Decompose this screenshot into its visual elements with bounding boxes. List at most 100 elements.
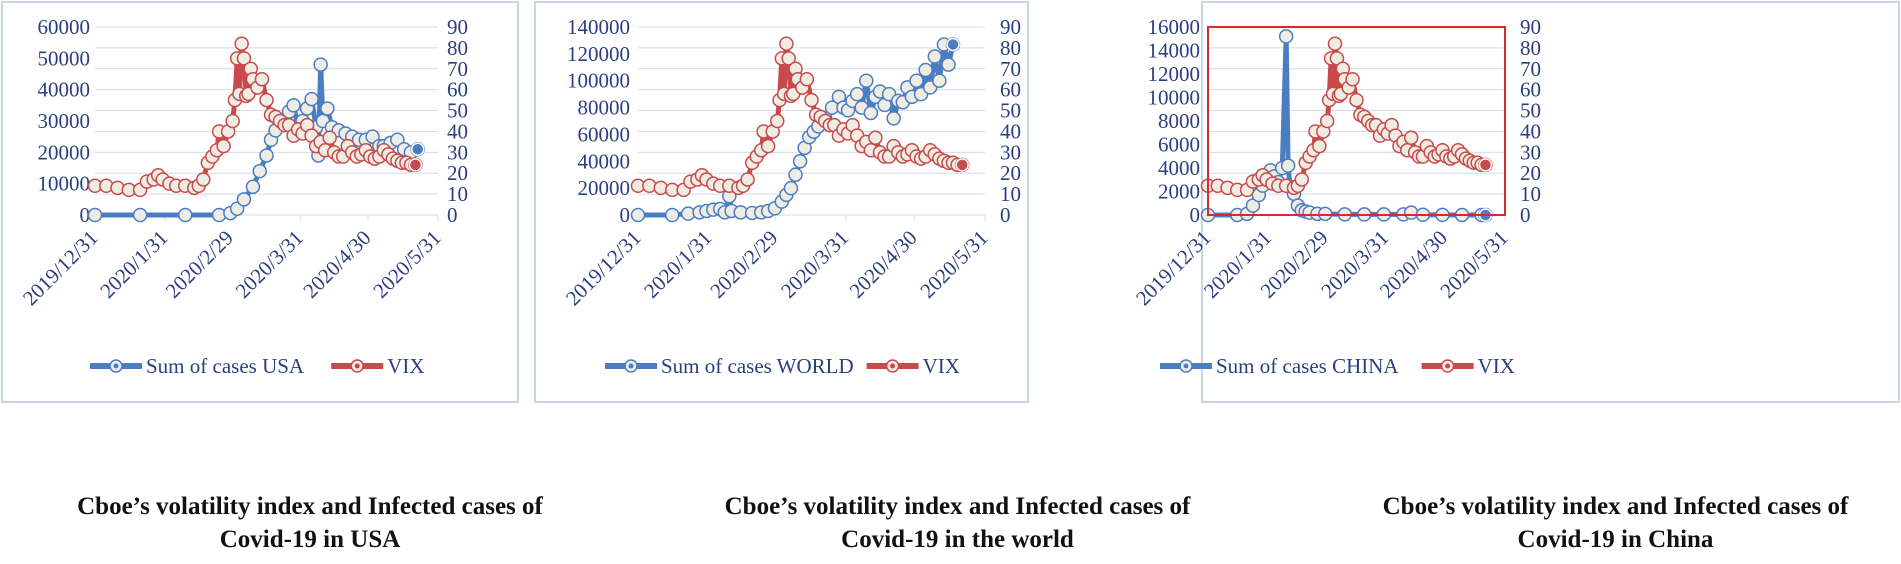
data-point-cases (252, 163, 267, 179)
data-point-vix (868, 130, 883, 145)
panel-frame (1201, 1, 1900, 403)
y-tick-label-right: 0 (1000, 203, 1011, 227)
y-tick-label-left: 40000 (578, 149, 631, 173)
y-tick-label-right: 40 (1520, 119, 1541, 143)
data-point-vix (799, 71, 815, 87)
data-point-vix (804, 92, 819, 108)
legend-label-cases: Sum of cases USA (146, 354, 305, 378)
data-point-cases (286, 98, 301, 113)
data-point-cases (1278, 29, 1294, 44)
data-point-vix (770, 113, 785, 129)
y-tick-label-right: 40 (447, 119, 468, 143)
data-point-end (946, 37, 960, 52)
data-point-vix (216, 138, 231, 154)
y-tick-label-left: 50000 (38, 46, 91, 70)
data-point-end (1478, 158, 1493, 172)
y-tick-label-right: 90 (1000, 15, 1021, 39)
y-tick-label-right: 80 (447, 36, 468, 60)
legend-label-cases: Sum of cases CHINA (1216, 354, 1399, 378)
y-tick-label-right: 80 (1520, 36, 1541, 60)
y-tick-label-right: 70 (447, 57, 468, 81)
data-point-vix (236, 51, 252, 66)
caption-china: Cboe’s volatility index and Infected cas… (1330, 490, 1901, 556)
y-tick-label-right: 70 (1000, 57, 1021, 81)
caption-world: Cboe’s volatility index and Infected cas… (645, 490, 1270, 556)
data-point-cases (792, 154, 808, 169)
data-point-cases (941, 57, 956, 72)
caption-world-line2: Covid-19 in the world (841, 526, 1074, 553)
y-tick-label-right: 20 (1520, 161, 1541, 185)
data-point-vix (322, 130, 337, 145)
y-tick-label-left: 120000 (567, 42, 630, 66)
caption-world-line1: Cboe’s volatility index and Infected cas… (724, 493, 1191, 520)
data-point-cases (178, 207, 193, 223)
data-point-vix (254, 71, 270, 87)
y-tick-label-right: 20 (1000, 161, 1021, 185)
legend-label-cases: Sum of cases WORLD (661, 354, 854, 378)
y-tick-label-left: 40000 (38, 78, 91, 102)
data-point-cases (783, 180, 799, 196)
y-tick-label-left: 20000 (38, 140, 91, 164)
legend-marker-dot (1445, 363, 1451, 369)
data-point-vix (196, 172, 211, 187)
caption-china-line2: Covid-19 in China (1517, 526, 1714, 553)
y-tick-label-right: 50 (1520, 99, 1541, 123)
y-tick-label-right: 30 (447, 140, 468, 164)
y-tick-label-right: 50 (1000, 99, 1021, 123)
data-point-vix (779, 36, 794, 51)
data-point-end (955, 158, 969, 172)
data-point-cases (863, 105, 879, 121)
y-tick-label-left: 100000 (567, 69, 630, 93)
y-tick-label-left: 10000 (1148, 86, 1201, 110)
y-tick-label-right: 50 (447, 99, 468, 123)
legend-label-vix: VIX (923, 354, 960, 378)
legend-marker-dot (354, 363, 360, 369)
data-point-cases (236, 192, 252, 207)
data-point-vix (259, 92, 274, 108)
legend-label-vix: VIX (1478, 354, 1515, 378)
data-point-vix (1294, 172, 1310, 187)
data-point-cases (849, 86, 865, 102)
y-tick-label-right: 80 (1000, 36, 1021, 60)
data-point-cases (259, 148, 274, 163)
y-tick-label-left: 16000 (1148, 15, 1201, 39)
y-tick-label-right: 60 (1000, 78, 1021, 102)
data-point-cases (918, 62, 933, 78)
y-tick-label-right: 0 (1520, 203, 1531, 227)
data-point-vix (234, 36, 249, 51)
legend-label-vix: VIX (387, 354, 424, 378)
y-tick-label-left: 10000 (38, 172, 91, 196)
data-point-vix (1403, 130, 1419, 145)
legend-marker-dot (113, 363, 119, 369)
data-point-vix (1327, 36, 1343, 51)
y-tick-label-left: 0 (80, 203, 91, 227)
data-point-cases (886, 111, 901, 126)
legend-marker-dot (890, 363, 896, 369)
y-tick-label-right: 40 (1000, 119, 1021, 143)
y-tick-label-right: 60 (1520, 78, 1541, 102)
y-tick-label-left: 0 (1190, 203, 1201, 227)
y-tick-label-left: 60000 (38, 15, 91, 39)
legend-marker-dot (1183, 363, 1189, 369)
y-tick-label-right: 60 (447, 78, 468, 102)
data-point-cases (909, 73, 924, 88)
y-tick-label-right: 30 (1000, 140, 1021, 164)
data-point-cases (927, 49, 943, 64)
data-point-end (410, 142, 425, 156)
y-tick-label-left: 8000 (1158, 109, 1200, 133)
y-tick-label-right: 10 (1000, 182, 1021, 206)
caption-china-line1: Cboe’s volatility index and Infected cas… (1382, 493, 1849, 520)
data-point-vix (740, 172, 755, 187)
y-tick-label-right: 10 (1520, 182, 1541, 206)
data-point-cases (132, 207, 148, 223)
y-tick-label-right: 90 (447, 15, 468, 39)
y-tick-label-right: 70 (1520, 57, 1541, 81)
data-point-cases (788, 167, 803, 182)
data-point-cases (859, 73, 874, 88)
y-tick-label-left: 20000 (578, 176, 631, 200)
data-point-cases (664, 207, 680, 223)
data-point-cases (630, 207, 646, 223)
data-point-cases (1280, 158, 1296, 173)
data-point-vix (225, 113, 240, 129)
data-point-cases (245, 179, 261, 195)
